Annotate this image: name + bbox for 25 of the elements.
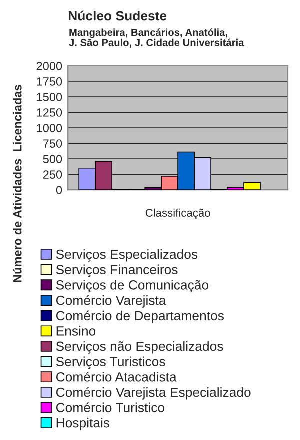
y-tick-label: 750 [43,140,62,148]
legend-label: Comércio de Departamentos [56,310,224,324]
y-tick-label: 500 [43,155,62,164]
chart-title: Núcleo Sudeste [68,10,167,21]
legend-label: Serviços de Comunicação [56,280,209,292]
legend-label: Comércio Varejista [56,295,166,308]
y-tick-label: 1000 [37,124,62,132]
y-tick-label: 250 [43,170,62,179]
legend-label: Serviços Financeiros [56,264,178,278]
y-axis-title: Número de Atividades Licenciadas [13,85,22,282]
legend-label: Comércio Turistico [56,402,164,412]
y-tick-label: 2000 [36,62,62,70]
x-axis-title: Classificação [146,208,210,220]
chart-subtitle: Mangabeira, Bancários, Anatólia, J. São Paulo, J. Cidade Universitária [69,28,244,48]
y-tick-label: 1250 [37,108,62,117]
y-tick-label: 1750 [37,78,62,86]
legend-label: Serviços não Especializados [56,341,224,354]
legend-label: Ensino [56,326,96,336]
legend-label: Hospitais [56,418,110,430]
legend-label: Comércio Varejista Especializado [56,387,251,400]
legend-label: Comércio Atacadista [56,372,177,382]
y-tick-label: 1500 [37,93,62,102]
y-tick-label: 0 [56,186,62,194]
legend-label: Serviços Turisticos [56,356,166,370]
legend-label: Serviços Especializados [56,249,198,262]
